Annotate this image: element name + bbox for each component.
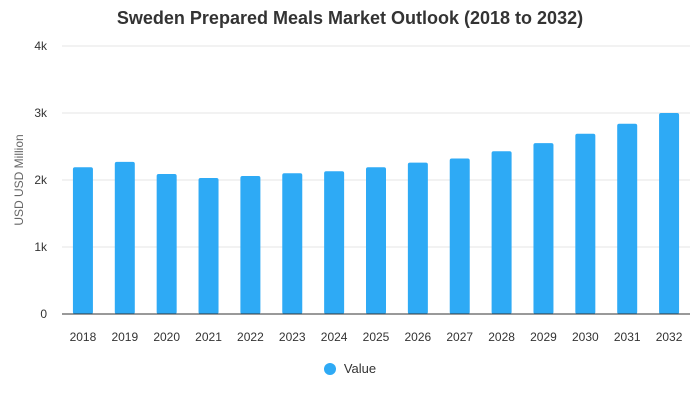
x-tick-label: 2032 [656, 330, 683, 344]
bar [533, 143, 554, 314]
x-tick-label: 2028 [488, 330, 515, 344]
x-tick-label: 2025 [363, 330, 390, 344]
chart-title: Sweden Prepared Meals Market Outlook (20… [116, 8, 584, 28]
x-tick-label: 2030 [572, 330, 599, 344]
x-tick-label: 2024 [321, 330, 348, 344]
bar [198, 177, 219, 314]
x-tick-label: 2020 [153, 330, 180, 344]
y-tick-label: 4k [34, 39, 48, 53]
x-tick-label: 2029 [530, 330, 557, 344]
y-tick-label: 3k [34, 106, 48, 120]
bar [324, 171, 345, 314]
x-tick-label: 2026 [405, 330, 432, 344]
bar [659, 113, 680, 314]
bar [407, 162, 428, 314]
y-tick-label: 2k [34, 173, 48, 187]
bar [72, 167, 93, 314]
bar [491, 151, 512, 314]
y-tick-label: 1k [34, 240, 48, 254]
y-axis-title: USD USD Million [12, 134, 26, 225]
x-tick-label: 2023 [279, 330, 306, 344]
y-tick-label: 0 [40, 307, 47, 321]
bar [617, 123, 638, 314]
bar [156, 173, 177, 314]
x-tick-label: 2019 [111, 330, 138, 344]
x-tick-label: 2027 [446, 330, 473, 344]
legend-swatch [323, 362, 336, 375]
x-tick-label: 2018 [70, 330, 97, 344]
bar [114, 161, 135, 314]
bar [366, 167, 386, 314]
bar [282, 173, 303, 314]
x-tick-label: 2021 [195, 330, 222, 344]
x-tick-label: 2022 [237, 330, 264, 344]
legend-label[interactable]: Value [343, 361, 377, 376]
bar [240, 175, 261, 314]
bar [449, 158, 470, 314]
x-tick-label: 2031 [614, 330, 641, 344]
legend: Value [0, 361, 700, 376]
bar [575, 133, 596, 314]
